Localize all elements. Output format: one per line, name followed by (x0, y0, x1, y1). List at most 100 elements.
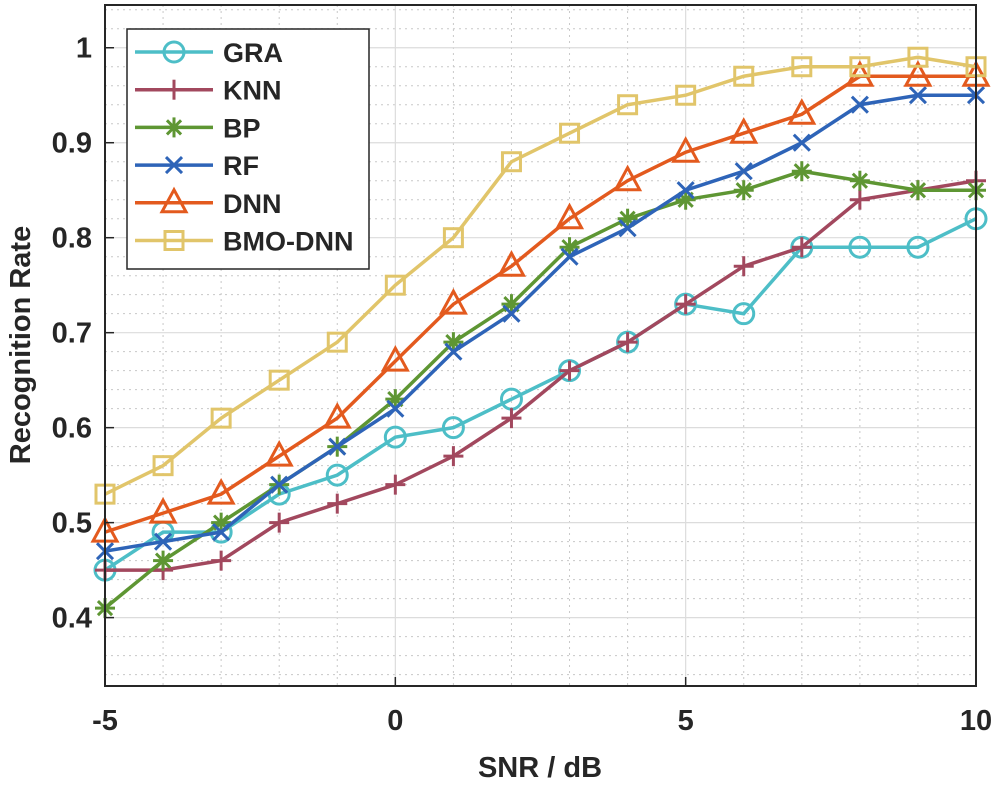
legend-item: BP (135, 113, 261, 143)
x-tick-label: 10 (960, 705, 992, 737)
triangle-marker (903, 60, 933, 87)
circle-mark (906, 235, 930, 259)
asterisk-mark (851, 172, 868, 189)
x-marker (850, 95, 869, 114)
square-mark (442, 227, 464, 249)
x-marker (164, 156, 184, 175)
x-marker (328, 437, 347, 456)
square-marker (163, 230, 185, 251)
circle-marker (325, 463, 349, 487)
legend-item: BMO-DNN (135, 227, 353, 257)
legend-label: GRA (223, 38, 283, 68)
triangle-marker (159, 186, 189, 214)
square-mark (268, 369, 290, 391)
triangle-marker (613, 164, 643, 192)
square-mark (152, 455, 174, 477)
series-line (104, 93, 976, 553)
legend-label: BMO-DNN (223, 227, 353, 257)
plot-frame (104, 4, 977, 687)
legend-label: RF (223, 151, 259, 181)
series-line (104, 55, 977, 496)
triangle-marker (148, 497, 178, 524)
square-mark (617, 94, 639, 116)
x-marker (618, 219, 637, 238)
series-line (105, 178, 977, 572)
square-mark (384, 274, 406, 296)
x-mark (386, 399, 405, 418)
square-mark (675, 84, 697, 106)
triangle-marker (264, 440, 294, 467)
y-tick-label: 0.8 (52, 223, 92, 255)
x-mark (212, 523, 231, 542)
triangle-mark (264, 440, 294, 467)
asterisk-marker (211, 512, 232, 533)
asterisk-mark (735, 182, 752, 199)
asterisk-marker (501, 294, 522, 315)
triangle-mark (903, 60, 933, 87)
x-marker (908, 86, 927, 105)
asterisk-marker (791, 161, 812, 182)
square-mark (210, 407, 232, 429)
y-tick-label: 0.6 (52, 413, 92, 445)
x-marker (212, 523, 231, 542)
x-mark (444, 342, 463, 361)
circle-marker (906, 235, 930, 259)
square-marker (442, 227, 464, 249)
circle-marker (441, 416, 465, 440)
x-marker (734, 162, 753, 181)
x-marker (444, 342, 463, 361)
plus-marker (443, 446, 464, 467)
asterisk-marker (153, 550, 174, 571)
plus-marker (269, 512, 290, 533)
circle-mark (325, 463, 349, 487)
square-marker (152, 455, 174, 477)
x-tick-label: 5 (678, 705, 694, 737)
x-mark (850, 95, 869, 114)
square-marker (559, 122, 581, 144)
plus-marker (385, 474, 406, 495)
triangle-marker (206, 478, 236, 505)
ticks: -5 0 5 10 0.4 0.5 0.6 0.7 0.8 0.9 1 (52, 33, 992, 737)
square-mark (163, 230, 185, 251)
y-axis-label: Recognition Rate (5, 226, 37, 464)
x-marker (560, 247, 579, 266)
x-mark (502, 304, 521, 323)
y-tick-label: 0.4 (52, 603, 92, 635)
y-tick-label: 0.9 (52, 128, 92, 160)
asterisk-marker (907, 180, 928, 201)
square-mark (326, 331, 348, 353)
y-tick-label: 0.5 (52, 508, 92, 540)
x-tick-label: -5 (92, 705, 118, 737)
triangle-mark (322, 402, 352, 429)
legend-item: RF (135, 151, 259, 181)
triangle-mark (671, 136, 701, 163)
square-marker (675, 84, 697, 106)
triangle-marker (496, 250, 526, 277)
square-marker (268, 369, 290, 391)
circle-mark (732, 302, 756, 326)
x-marker (502, 304, 521, 323)
triangle-marker (787, 98, 817, 125)
x-mark (908, 86, 927, 105)
x-mark (270, 475, 289, 494)
legend-item: DNN (135, 186, 282, 219)
square-marker (733, 65, 755, 87)
plus-marker (559, 360, 580, 381)
x-marker (270, 475, 289, 494)
circle-mark (441, 416, 465, 440)
triangle-mark (555, 202, 585, 230)
triangle-mark (845, 60, 875, 87)
plus-marker (164, 79, 184, 100)
square-marker (617, 94, 639, 116)
legend: GRA KNN BP RF DNN BMO-DNN (126, 28, 370, 270)
series-line (103, 169, 976, 610)
y-tick-label: 1 (76, 33, 92, 65)
asterisk-marker (849, 170, 870, 191)
triangle-mark (729, 117, 759, 144)
circle-marker (732, 302, 756, 326)
asterisk-marker (164, 117, 184, 138)
triangle-marker (845, 60, 875, 87)
square-marker (791, 56, 813, 78)
triangle-marker (438, 288, 468, 315)
x-marker (386, 399, 405, 418)
